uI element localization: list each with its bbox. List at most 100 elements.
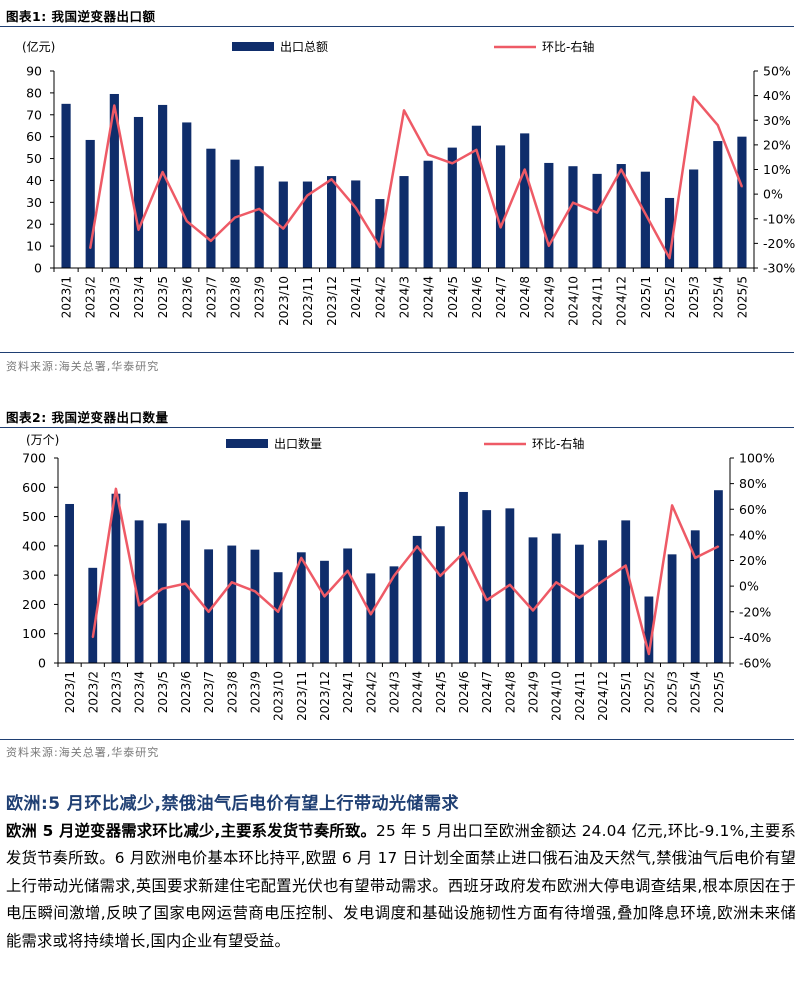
bar-2024/11	[592, 173, 602, 268]
mom-point-2023/11	[306, 194, 309, 197]
mom-point-2023/7	[210, 240, 212, 242]
right-axis-tick-label: 0%	[739, 579, 759, 594]
bar-2025/1	[640, 171, 650, 268]
x-axis-tick-label: 2024/3	[398, 276, 412, 318]
bar-2025/5	[737, 136, 747, 268]
x-axis-tick-label: 2025/1	[619, 671, 633, 713]
x-axis-tick-label: 2023/6	[179, 671, 193, 713]
bar-2024/1	[343, 548, 353, 663]
left-axis-tick-label: 30	[26, 195, 42, 210]
bar-2023/6	[182, 122, 192, 268]
bar-2023/7	[206, 148, 216, 268]
mom-point-2023/3	[113, 104, 116, 107]
left-axis-tick-label: 500	[22, 509, 46, 524]
bar-2023/12	[327, 176, 337, 268]
mom-point-2023/2	[91, 636, 94, 639]
bar-2024/3	[389, 566, 399, 663]
mom-point-2024/7	[499, 226, 502, 229]
figure1-chart: (亿元) 出口总额 环比-右轴 0 10 20 30 40 50 60 70 80 90 -30% -20%…	[22, 39, 795, 326]
bar-2023/5	[158, 104, 168, 268]
x-axis-tick-label: 2023/7	[202, 671, 216, 713]
figure1-source: 资料来源:海关总署,华泰研究	[6, 360, 160, 373]
mom-point-2023/8	[230, 581, 233, 584]
x-axis-tick-label: 2024/7	[480, 671, 494, 713]
x-axis-tick-label: 2023/4	[133, 671, 147, 713]
mom-line-series	[88, 95, 744, 260]
mom-point-2025/5	[717, 545, 720, 548]
right-axis-tick-label: 20%	[739, 553, 767, 568]
bar-2025/4	[690, 530, 700, 663]
x-axis-tick-label: 2024/10	[550, 671, 564, 721]
right-axis-tick-label: -10%	[763, 211, 795, 226]
mom-point-2023/8	[234, 216, 236, 219]
mom-point-2023/9	[258, 208, 260, 210]
left-axis-tick-label: 70	[26, 107, 42, 122]
right-axis-tick-label: 20%	[763, 137, 791, 152]
mom-point-2024/10	[555, 581, 558, 584]
mom-point-2023/5	[161, 587, 164, 590]
mom-point-2023/6	[184, 582, 187, 585]
x-axis-tick-label: 2023/1	[60, 276, 74, 318]
legend-bar-label: 出口数量	[274, 436, 322, 451]
mom-point-2024/9	[548, 245, 550, 247]
mom-point-2024/12	[601, 580, 604, 582]
bar-2025/3	[667, 554, 677, 663]
x-axis-tick-label: 2023/3	[108, 276, 122, 318]
mom-point-2025/4	[694, 557, 697, 559]
mom-point-2023/2	[89, 247, 92, 250]
x-axis-tick-label: 2024/11	[573, 671, 587, 721]
bar-2023/11	[302, 181, 313, 268]
section-lead: 欧洲 5 月逆变器需求环比减少,主要系发货节奏所致。	[6, 822, 377, 840]
x-axis-tick-label: 2024/6	[457, 671, 471, 713]
mom-point-2023/7	[207, 610, 210, 613]
bar-2023/10	[273, 572, 283, 663]
right-axis-tick-label: 10%	[763, 162, 791, 177]
x-axis-tick-label: 2024/8	[518, 276, 532, 318]
mom-point-2024/6	[475, 149, 478, 151]
x-axis-tick-label: 2025/5	[735, 276, 749, 318]
left-axis-tick-label: 40	[26, 173, 42, 188]
mom-point-2024/1	[346, 569, 349, 572]
left-axis-tick-label: 0	[38, 656, 46, 671]
bar-2023/3	[109, 93, 119, 268]
bar-2023/6	[181, 520, 190, 663]
mom-line-series	[91, 487, 719, 656]
bar-2024/8	[520, 133, 530, 268]
figure2-title: 图表2: 我国逆变器出口数量	[6, 410, 169, 425]
mom-point-2024/7	[485, 599, 488, 602]
x-axis-tick-label: 2023/11	[295, 671, 309, 721]
mom-point-2023/10	[277, 610, 279, 613]
x-axis-tick-label: 2024/10	[566, 276, 580, 326]
x-axis-tick-label: 2025/5	[712, 671, 726, 713]
mom-point-2024/2	[379, 246, 381, 248]
mom-point-2024/3	[393, 575, 395, 577]
mom-point-2025/1	[644, 213, 647, 215]
figure2-chart: (万个) 出口数量 环比-右轴 0 100 200 300 400 500 600 700 -60% -…	[22, 433, 775, 721]
x-axis-tick-label: 2023/6	[180, 276, 194, 318]
figure2-top-rule	[0, 427, 794, 429]
mom-point-2025/1	[624, 564, 627, 567]
mom-point-2024/4	[427, 153, 429, 156]
x-axis-tick-label: 2023/12	[325, 276, 339, 326]
bar-2024/5	[435, 526, 445, 663]
bar-2025/5	[714, 490, 723, 663]
bar-2024/9	[544, 162, 554, 268]
bar-2023/2	[88, 567, 98, 663]
mom-point-2024/4	[416, 545, 418, 548]
bar-2023/7	[204, 549, 214, 663]
left-axis-tick-label: 80	[26, 85, 42, 100]
x-axis-tick-label: 2025/3	[666, 671, 680, 713]
x-axis-tick-label: 2023/8	[225, 671, 239, 713]
x-axis-tick-label: 2025/4	[689, 671, 703, 713]
x-axis-tick-label: 2023/8	[229, 276, 243, 318]
y-axis-unit-label: (亿元)	[22, 39, 55, 54]
mom-point-2023/10	[282, 227, 285, 230]
right-axis-tick-label: -30%	[763, 261, 795, 276]
section-heading: 欧洲:5 月环比减少,禁俄油气后电价有望上行带动光储需求	[6, 794, 460, 814]
bar-2023/1	[61, 103, 71, 268]
right-axis-tick-label: -20%	[763, 236, 795, 251]
mom-point-2025/5	[741, 185, 743, 188]
mom-point-2025/2	[668, 257, 671, 259]
x-axis-tick-label: 2024/11	[591, 276, 605, 326]
bar-2023/3	[111, 493, 121, 663]
